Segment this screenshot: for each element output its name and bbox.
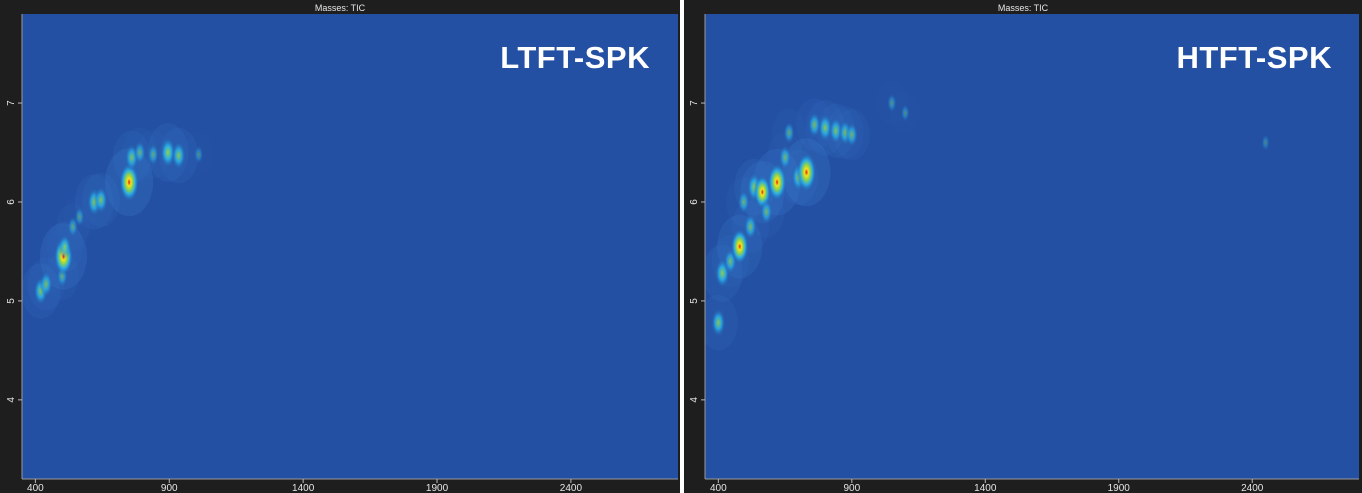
plot-area <box>22 14 678 479</box>
heatmap-spot <box>886 93 897 113</box>
heatmap-spot <box>147 142 159 167</box>
heatmap-panel-ltft: 400 900 1400 1900 2400 4 5 6 7 Masses: TIC LTFT-… <box>0 0 680 493</box>
heatmap-spot <box>743 213 758 241</box>
heatmap-spot <box>1261 134 1270 152</box>
heatmap-spot <box>74 206 85 228</box>
sample-label-htft: HTFT-SPK <box>1176 40 1332 75</box>
heatmap-spot <box>900 103 910 123</box>
x-tick-label: 400 <box>710 483 727 493</box>
heatmap-chart-htft: 400 900 1400 1900 2400 4 5 6 7 <box>689 14 1359 493</box>
heatmap-spot <box>778 144 792 171</box>
y-tick-label: 6 <box>6 199 17 205</box>
y-tick-label: 7 <box>689 100 700 106</box>
heatmap-spot <box>93 186 108 214</box>
heatmap-spot <box>817 113 833 143</box>
heatmap-spot <box>39 270 53 298</box>
heatmap-spot <box>119 162 140 203</box>
x-tick-label: 900 <box>161 483 178 493</box>
heatmap-spot <box>171 140 186 171</box>
heatmap-spot <box>796 152 817 193</box>
heatmap-spot <box>767 162 787 202</box>
heatmap-spot <box>133 140 146 165</box>
heatmap-spot <box>58 233 72 260</box>
heatmap-panel-htft: 400 900 1400 1900 2400 4 5 6 7 Masses: TIC HTFT-… <box>684 0 1362 493</box>
y-tick-label: 7 <box>6 100 17 106</box>
heatmap-spot <box>807 111 822 139</box>
heatmap-spot <box>737 189 750 215</box>
chart-title-htft: Masses: TIC <box>997 3 1049 13</box>
x-tick-label: 400 <box>27 483 44 493</box>
x-tick-label: 2400 <box>1241 483 1264 493</box>
x-tick-label: 1900 <box>426 483 449 493</box>
x-tick-label: 2400 <box>560 483 583 493</box>
heatmap-spot <box>730 228 749 265</box>
plot-area <box>705 14 1359 479</box>
heatmap-chart-ltft: 400 900 1400 1900 2400 4 5 6 7 <box>6 14 678 493</box>
y-tick-label: 4 <box>6 397 17 403</box>
y-tick-label: 6 <box>689 199 700 205</box>
y-tick-label: 4 <box>689 397 700 403</box>
y-tick-label: 5 <box>6 298 17 304</box>
x-tick-label: 1400 <box>974 483 997 493</box>
heatmap-spot <box>711 308 726 338</box>
heatmap-spot <box>783 121 795 145</box>
y-tick-label: 5 <box>689 298 700 304</box>
sample-label-ltft: LTFT-SPK <box>500 40 650 75</box>
chart-title-ltft: Masses: TIC <box>314 3 366 13</box>
heatmap-spot <box>759 199 773 225</box>
x-tick-label: 1900 <box>1108 483 1131 493</box>
x-tick-label: 900 <box>843 483 860 493</box>
heatmap-spot <box>193 145 204 164</box>
heatmap-spot <box>845 121 859 148</box>
x-tick-label: 1400 <box>292 483 315 493</box>
